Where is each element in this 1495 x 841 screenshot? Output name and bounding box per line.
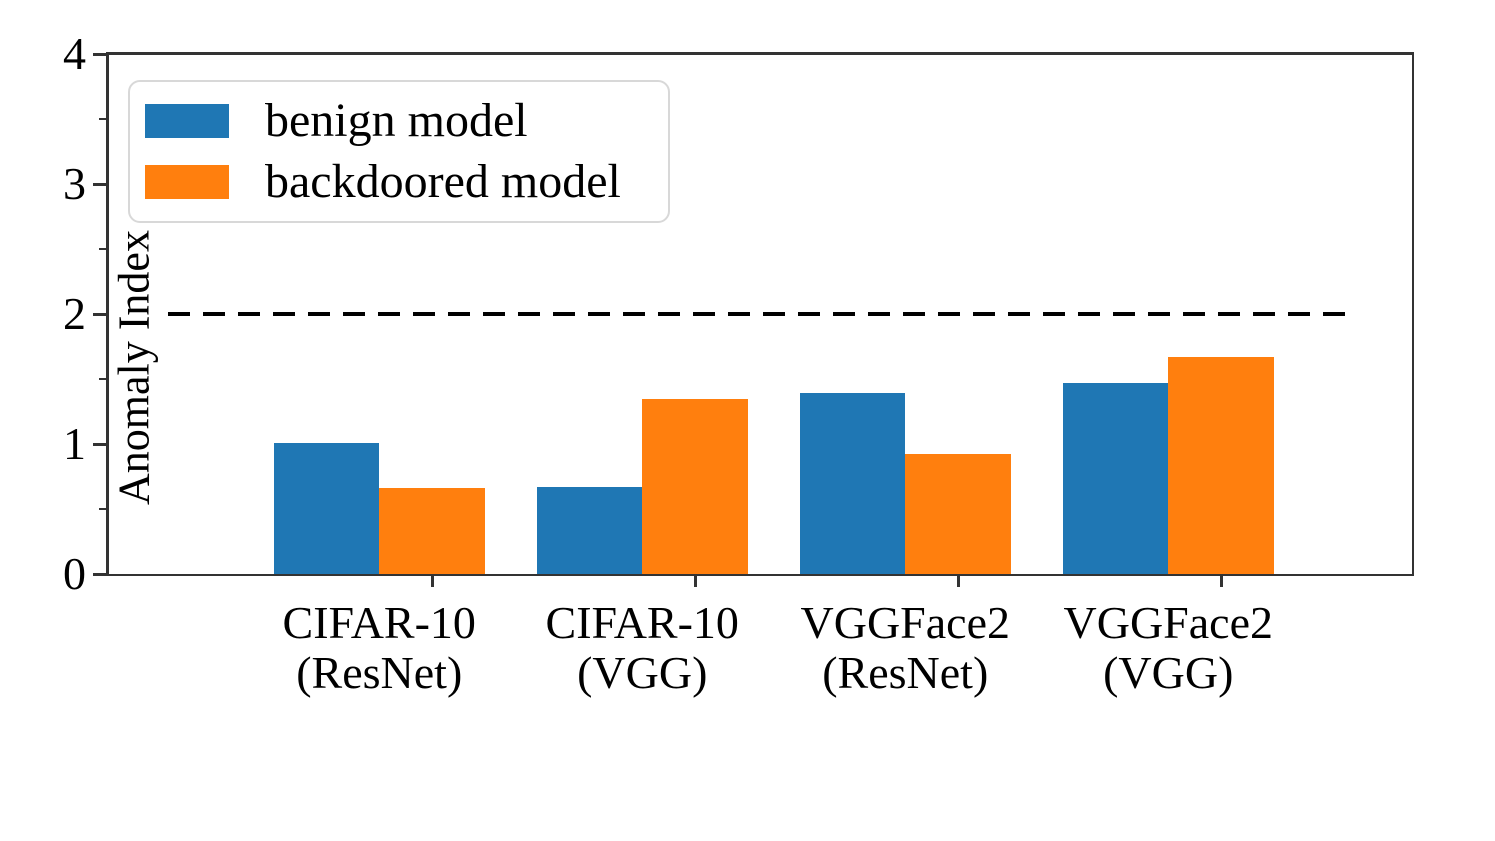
bar-backdoored-vggface2-vgg xyxy=(1168,356,1274,574)
plot-area: Anomaly Index benign model backdoored mo… xyxy=(63,30,1414,698)
y-minor-tick-3.5 xyxy=(99,117,107,120)
y-tick-4 xyxy=(93,52,106,56)
y-tick-label-1: 1 xyxy=(63,418,86,469)
y-tick-2 xyxy=(93,312,106,316)
bar-benign-vggface2-resnet xyxy=(799,393,906,574)
legend: benign model backdoored model xyxy=(128,80,670,223)
y-tick-0 xyxy=(93,572,106,576)
spine-top xyxy=(106,52,1414,55)
x-tick-label-vggface2-vgg: VGGFace2 (VGG) xyxy=(998,598,1338,698)
bar-benign-cifar-10-vgg xyxy=(536,486,643,574)
threshold-line xyxy=(168,312,1352,316)
y-tick-label-0: 0 xyxy=(63,548,86,599)
spine-right xyxy=(1411,52,1414,576)
legend-swatch-backdoored-icon xyxy=(145,164,229,199)
y-minor-tick-2.5 xyxy=(99,247,107,250)
bar-benign-cifar-10-resnet xyxy=(273,442,380,574)
legend-entry-backdoored: backdoored model xyxy=(130,154,668,208)
spine-bottom xyxy=(106,573,1414,576)
bar-backdoored-vggface2-resnet xyxy=(905,454,1011,574)
bar-backdoored-cifar-10-vgg xyxy=(642,398,748,574)
bar-benign-vggface2-vgg xyxy=(1062,382,1169,574)
y-tick-label-2: 2 xyxy=(63,288,86,339)
bar-backdoored-cifar-10-resnet xyxy=(379,488,485,574)
x-tick-label-line1: CIFAR-10 xyxy=(545,597,739,648)
x-tick-vggface2-resnet xyxy=(956,574,960,587)
x-tick-label-line2: (VGG) xyxy=(1103,647,1234,698)
legend-swatch-benign-icon xyxy=(145,104,229,139)
y-tick-1 xyxy=(93,442,106,446)
y-minor-tick-0.5 xyxy=(99,507,107,510)
legend-label-backdoored: backdoored model xyxy=(265,154,621,208)
x-tick-label-line2: (ResNet) xyxy=(296,647,463,698)
y-tick-label-3: 3 xyxy=(63,158,86,209)
legend-entry-benign: benign model xyxy=(130,96,668,146)
x-tick-label-vggface2-resnet: VGGFace2 (ResNet) xyxy=(735,598,1075,698)
x-tick-label-cifar-10-resnet: CIFAR-10 (ResNet) xyxy=(209,598,549,698)
x-tick-label-line1: VGGFace2 xyxy=(1063,597,1274,648)
y-minor-tick-1.5 xyxy=(99,377,107,380)
y-tick-3 xyxy=(93,182,106,186)
y-tick-label-4: 4 xyxy=(63,28,86,79)
x-tick-label-line1: CIFAR-10 xyxy=(282,597,476,648)
x-tick-label-line2: (ResNet) xyxy=(822,647,989,698)
legend-label-benign: benign model xyxy=(265,94,528,148)
spine-left xyxy=(106,52,109,576)
x-tick-cifar-10-vgg xyxy=(693,574,697,587)
x-tick-label-cifar-10-vgg: CIFAR-10 (VGG) xyxy=(472,598,812,698)
x-tick-vggface2-vgg xyxy=(1219,574,1223,587)
x-tick-cifar-10-resnet xyxy=(430,574,434,587)
x-tick-label-line1: VGGFace2 xyxy=(800,597,1011,648)
x-tick-label-line2: (VGG) xyxy=(577,647,708,698)
